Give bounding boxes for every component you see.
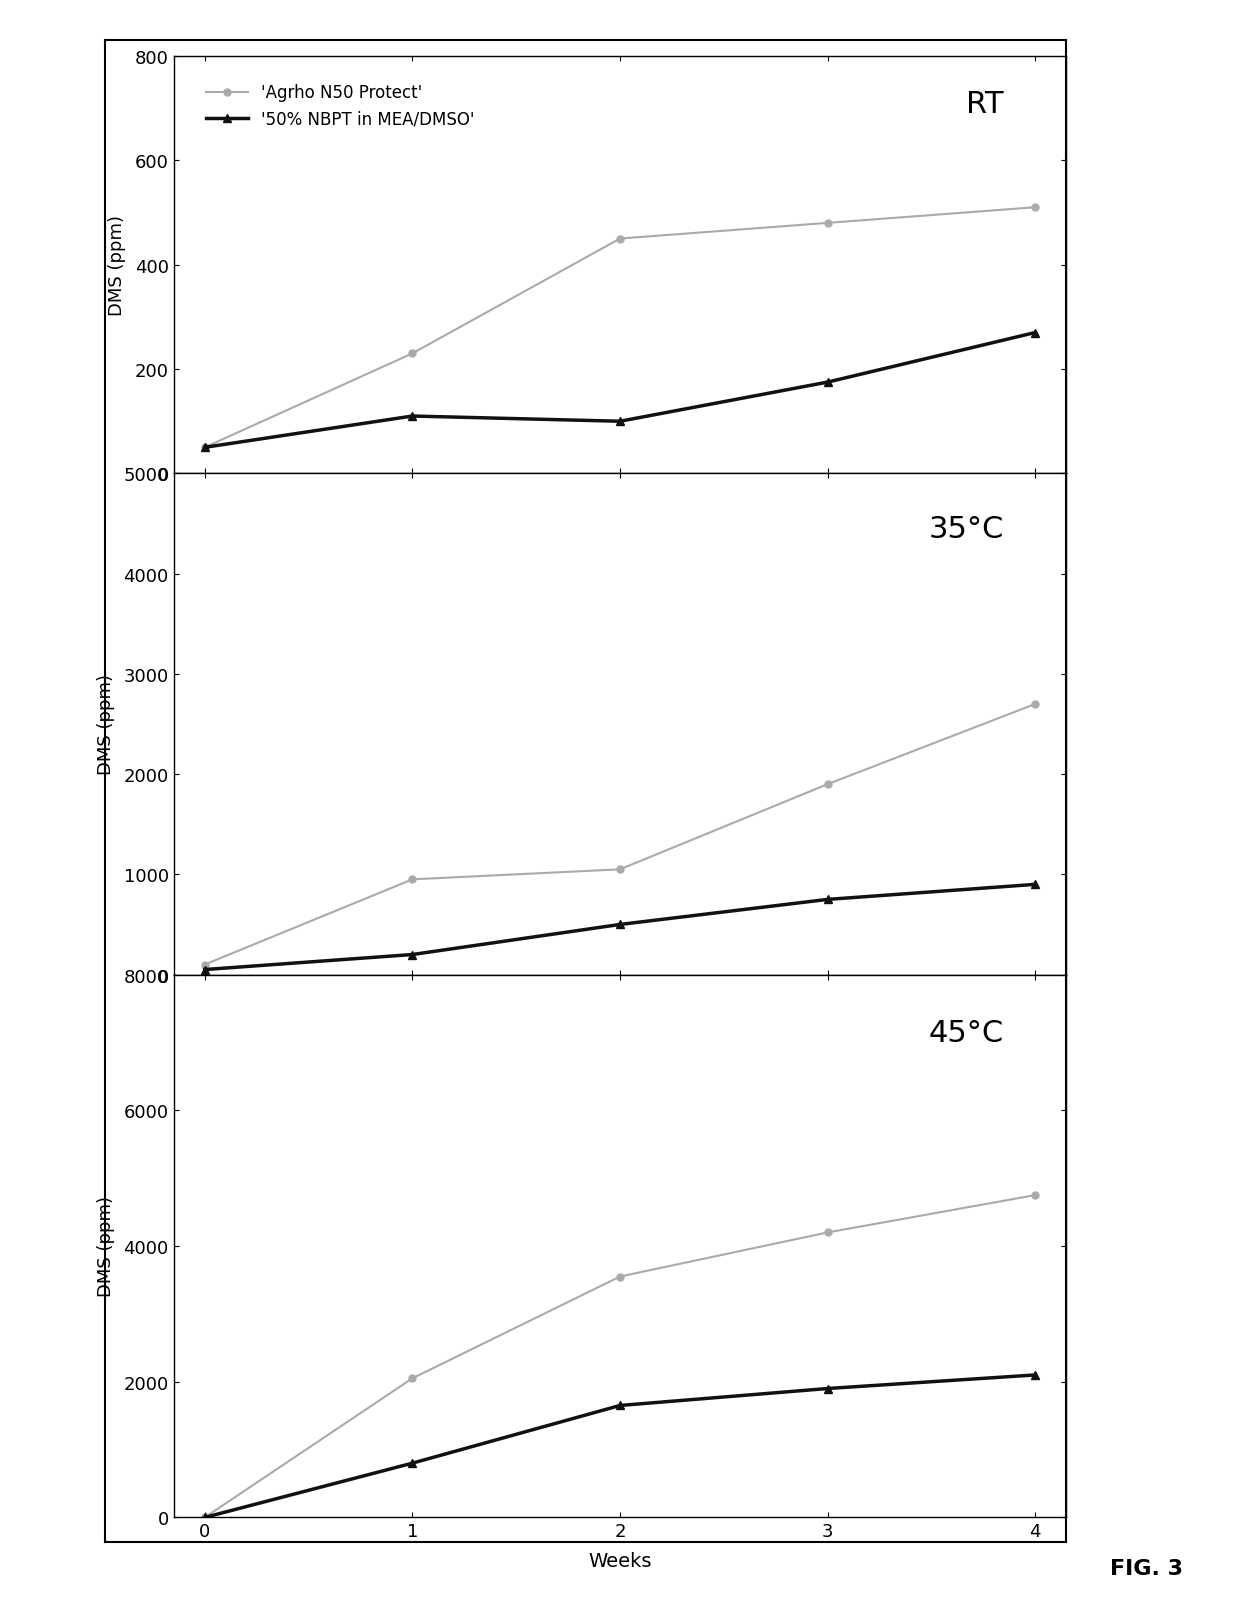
Text: RT: RT: [966, 91, 1004, 118]
Text: FIG. 3: FIG. 3: [1110, 1558, 1183, 1578]
X-axis label: Weeks: Weeks: [588, 1552, 652, 1571]
Text: 45°C: 45°C: [929, 1018, 1004, 1047]
Legend: 'Agrho N50 Protect', '50% NBPT in MEA/DMSO': 'Agrho N50 Protect', '50% NBPT in MEA/DM…: [200, 78, 481, 135]
Text: 35°C: 35°C: [929, 514, 1004, 544]
Y-axis label: DMS (ppm): DMS (ppm): [97, 1196, 115, 1297]
Y-axis label: DMS (ppm): DMS (ppm): [97, 674, 115, 776]
Y-axis label: DMS (ppm): DMS (ppm): [108, 214, 126, 316]
